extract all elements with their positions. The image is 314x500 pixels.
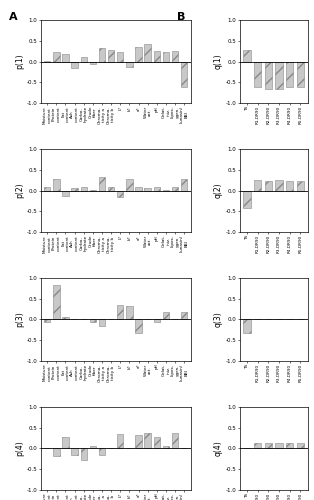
Bar [172,51,178,62]
Bar [296,444,304,448]
Y-axis label: p(2): p(2) [15,182,24,198]
Bar [135,187,142,190]
Bar [144,318,151,320]
Bar [62,190,69,196]
Bar [126,306,133,320]
Bar [135,47,142,62]
Bar [254,444,262,448]
Bar [172,187,178,190]
Bar [44,320,51,322]
Bar [44,187,51,190]
Bar [71,188,78,190]
Bar [53,52,60,62]
Bar [117,305,123,320]
Bar [275,318,283,320]
Bar [275,444,283,448]
Bar [275,180,283,190]
Bar [172,318,178,320]
Bar [163,446,169,448]
Bar [81,318,87,320]
Text: A: A [9,12,18,22]
Bar [265,62,272,88]
Y-axis label: q(1): q(1) [214,54,223,70]
Bar [172,432,178,448]
Bar [117,190,123,197]
Bar [296,182,304,190]
Y-axis label: p(3): p(3) [15,312,24,328]
Bar [265,444,272,448]
Bar [53,448,60,456]
Bar [286,62,293,88]
Bar [286,444,293,448]
Bar [286,182,293,190]
Y-axis label: q(4): q(4) [214,440,223,456]
Bar [71,62,78,68]
Bar [154,437,160,448]
Bar [144,44,151,62]
Bar [90,62,96,64]
Bar [81,448,87,460]
Bar [108,50,114,62]
Y-axis label: p(1): p(1) [15,54,24,70]
Bar [243,190,251,208]
Bar [265,318,272,320]
Bar [71,448,78,454]
Bar [117,52,123,62]
Bar [81,56,87,62]
Bar [243,320,251,333]
Bar [99,320,105,326]
Bar [154,51,160,62]
Bar [286,318,293,320]
Bar [181,179,187,190]
Bar [154,320,160,322]
Bar [108,187,114,190]
Y-axis label: p(4): p(4) [15,440,24,456]
Bar [108,318,114,320]
Bar [90,320,96,322]
Bar [62,437,69,448]
Y-axis label: q(2): q(2) [214,182,223,198]
Bar [163,52,169,62]
Bar [163,312,169,320]
Y-axis label: q(3): q(3) [214,312,223,328]
Bar [154,187,160,190]
Bar [181,62,187,88]
Bar [243,50,251,62]
Bar [265,182,272,190]
Bar [275,62,283,88]
Bar [126,179,133,190]
Bar [99,48,105,62]
Bar [99,448,105,454]
Bar [144,188,151,190]
Bar [254,180,262,190]
Bar [296,62,304,88]
Bar [117,434,123,448]
Bar [81,187,87,190]
Bar [144,432,151,448]
Bar [62,318,69,320]
Bar [71,318,78,320]
Bar [254,62,262,88]
Text: B: B [177,12,186,22]
Bar [296,318,304,320]
Bar [99,177,105,190]
Bar [90,446,96,448]
Bar [53,179,60,190]
Bar [135,320,142,333]
Bar [135,435,142,448]
Bar [44,61,51,62]
Bar [181,312,187,320]
Bar [53,286,60,320]
Bar [254,318,262,320]
Bar [62,54,69,62]
Bar [126,62,133,66]
